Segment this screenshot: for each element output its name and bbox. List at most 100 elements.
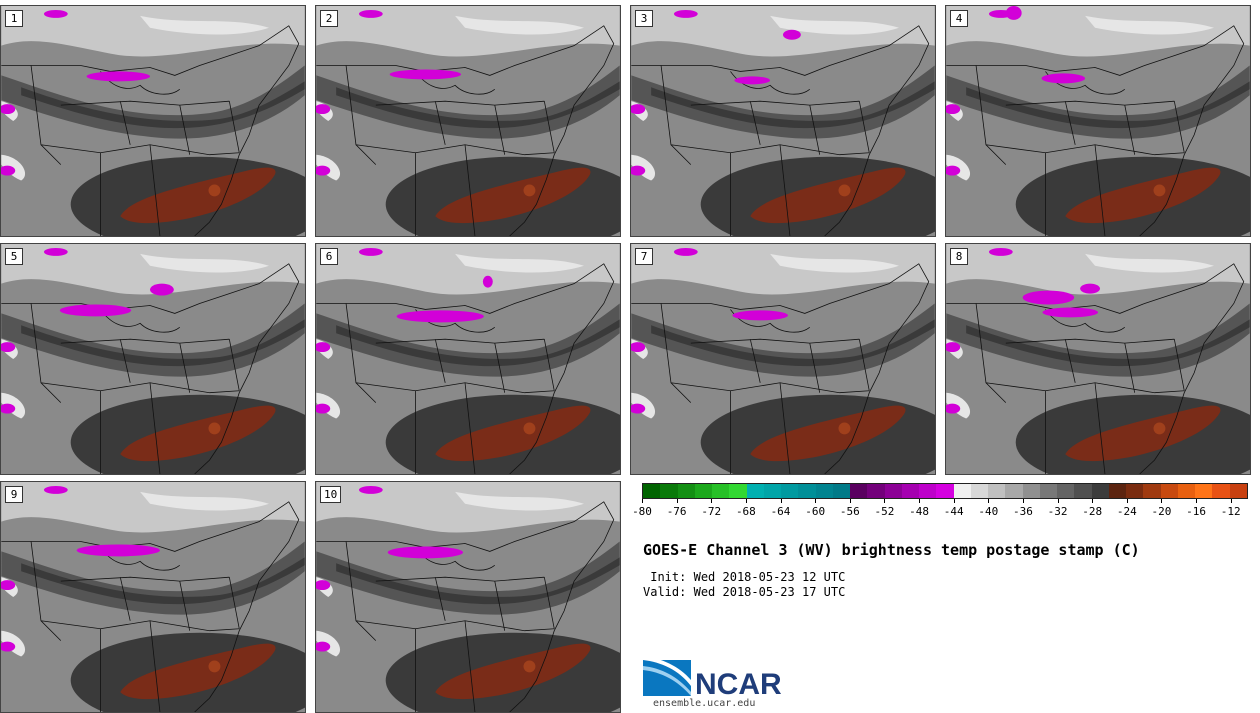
moist-patch <box>770 15 899 35</box>
colorbar-swatch <box>1160 484 1178 498</box>
state-outlines <box>975 65 1185 236</box>
colorbar-swatch <box>763 484 781 498</box>
map-outlines <box>1 25 300 236</box>
cold-cloud-top-northwest <box>358 9 383 18</box>
dry-band-core <box>336 81 620 129</box>
colorbar-swatch <box>1212 484 1230 498</box>
wv-map <box>316 482 620 712</box>
plume-hotspot <box>208 660 221 673</box>
colorbar-tick <box>1126 499 1128 503</box>
cold-cloud-top <box>59 304 132 317</box>
warm-plume <box>750 405 906 462</box>
cold-cloud-top-southwest <box>946 403 961 414</box>
colorbar-swatch <box>815 484 833 498</box>
cold-cloud-top-west <box>316 342 331 353</box>
colorbar-tick <box>1092 499 1094 503</box>
colorbar: -80 -76 -72 -68 -64 -60 -56 -52 -48 -44 -40 -36 -32 -… <box>632 483 1248 521</box>
moist-band-north <box>631 6 935 57</box>
plume-hotspot <box>523 660 536 673</box>
colorbar-swatch <box>936 484 954 498</box>
plume-hotspot <box>1153 184 1166 197</box>
colorbar-swatch <box>781 484 799 498</box>
moist-patch <box>1085 253 1214 273</box>
colorbar-tick-label: -64 <box>770 505 791 518</box>
colorbar-tick <box>642 499 643 503</box>
cold-cloud-top <box>1022 290 1075 305</box>
moist-band-north <box>316 244 620 295</box>
cold-cloud-top-west <box>316 580 331 591</box>
colorbar-tick <box>988 499 990 503</box>
plume-hotspot <box>1153 422 1166 435</box>
cold-cloud-top-west <box>1 104 16 115</box>
colorbar-tick-label: -60 <box>805 505 826 518</box>
member-panel: 1 <box>0 5 306 237</box>
cold-cloud-top <box>732 310 788 321</box>
cold-cloud-top <box>783 29 801 40</box>
colorbar-tick-label: -20 <box>1151 505 1172 518</box>
colorbar-swatch <box>1091 484 1109 498</box>
coastline-outline <box>316 501 615 712</box>
colorbar-swatch <box>660 484 678 498</box>
cold-cloud-top-west <box>1 342 16 353</box>
state-outlines <box>660 303 870 474</box>
cold-cloud-top <box>1042 307 1098 318</box>
cold-cloud-top <box>734 76 771 85</box>
state-outlines <box>660 65 870 236</box>
wv-map <box>946 244 1250 474</box>
cold-cloud-top-west <box>631 342 646 353</box>
colorbar-tick <box>1196 499 1198 503</box>
colorbar-swatch <box>884 484 902 498</box>
colorbar-tick <box>780 499 782 503</box>
colorbar-tick-label: -24 <box>1116 505 1137 518</box>
cold-cloud-top <box>482 275 493 288</box>
member-panel: 8 <box>945 243 1251 475</box>
cold-cloud-top-southwest <box>1 403 16 414</box>
init-value: Wed 2018-05-23 12 UTC <box>693 570 846 584</box>
colorbar-swatch <box>694 484 712 498</box>
wv-map <box>631 6 935 236</box>
map-outlines <box>631 263 930 474</box>
ncar-logo-swoosh <box>643 656 691 686</box>
member-panel: 6 <box>315 243 621 475</box>
cold-cloud-top <box>150 283 174 296</box>
moist-band-north <box>946 6 1250 57</box>
valid-value: Wed 2018-05-23 17 UTC <box>693 585 846 599</box>
warm-plume <box>120 405 276 462</box>
member-label: 5 <box>5 248 23 265</box>
coastline-outline <box>1 501 300 712</box>
colorbar-tick-label: -80 <box>632 505 652 518</box>
great-lakes-outline <box>415 71 496 95</box>
colorbar-tick-label: -16 <box>1186 505 1206 518</box>
moist-patch <box>455 491 584 511</box>
plume-hotspot <box>208 422 221 435</box>
coastline-outline <box>316 25 615 236</box>
colorbar-tick-label: -76 <box>666 505 687 518</box>
state-outlines <box>975 303 1185 474</box>
colorbar-swatch <box>1005 484 1023 498</box>
warm-plume <box>435 643 591 700</box>
wv-map <box>316 244 620 474</box>
figure-title: GOES-E Channel 3 (WV) brightness temp po… <box>643 541 1140 559</box>
cold-cloud-top <box>396 310 484 323</box>
colorbar-swatch <box>919 484 937 498</box>
colorbar-tick-label: -28 <box>1082 505 1103 518</box>
colorbar-tick-label: -36 <box>1012 505 1033 518</box>
warm-plume <box>1065 167 1221 224</box>
cold-cloud-top <box>389 69 462 80</box>
map-outlines <box>316 263 615 474</box>
coastline-outline <box>316 263 615 474</box>
colorbar-tick-label: -32 <box>1047 505 1068 518</box>
init-label: Init: <box>643 570 687 584</box>
coastline-outline <box>1 25 300 236</box>
member-panel: 10 <box>315 481 621 713</box>
colorbar-swatch <box>643 484 661 498</box>
colorbar-swatch <box>1177 484 1195 498</box>
colorbar-tick <box>745 499 747 503</box>
state-outlines <box>30 303 240 474</box>
cold-cloud-top-west <box>631 104 646 115</box>
member-label: 3 <box>635 10 653 27</box>
moist-patch <box>455 15 584 35</box>
member-label: 8 <box>950 248 968 265</box>
logo-url: ensemble.ucar.edu <box>653 698 756 709</box>
cold-cloud-top-northwest <box>673 9 698 18</box>
